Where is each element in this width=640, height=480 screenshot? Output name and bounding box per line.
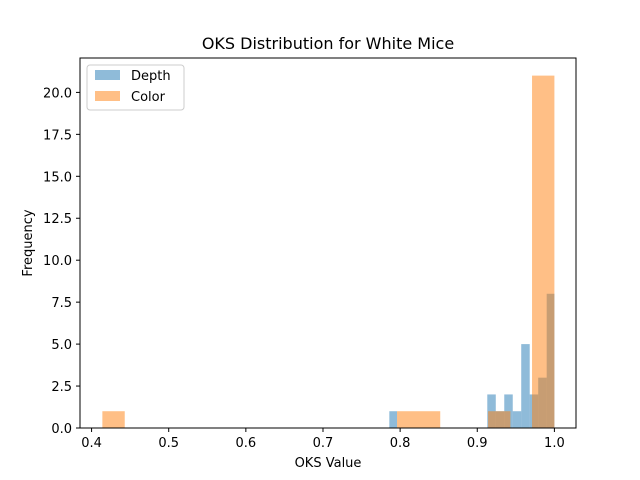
y-tick-label: 15.0 (43, 170, 72, 185)
plot-frame (79, 57, 577, 429)
x-axis-label: OKS Value (295, 456, 362, 471)
y-tick-label: 20.0 (43, 86, 72, 101)
y-tick-label: 10.0 (43, 254, 72, 269)
bars-layer (102, 75, 555, 428)
x-tick-label: 1.0 (544, 436, 565, 451)
legend-swatch-depth (95, 70, 120, 80)
color-bar-1 (397, 411, 441, 428)
y-tick-label: 7.5 (51, 296, 72, 311)
x-tick-label: 0.4 (81, 436, 102, 451)
color-bar-0 (102, 411, 125, 428)
depth-bar-0 (389, 411, 398, 428)
legend: Depth Color (86, 64, 185, 111)
legend-label-depth: Depth (131, 69, 171, 84)
chart-title: OKS Distribution for White Mice (202, 34, 454, 53)
y-tick-label: 2.5 (51, 380, 72, 395)
depth-bar-5 (521, 344, 530, 428)
x-tick-label: 0.8 (390, 436, 411, 451)
y-tick-label: 12.5 (43, 212, 72, 227)
legend-swatch-color (95, 91, 120, 101)
y-tick-label: 0.0 (51, 422, 72, 437)
y-tick-label: 17.5 (43, 128, 72, 143)
x-tick-label: 0.5 (158, 436, 179, 451)
color-bar-3 (532, 75, 555, 428)
color-bar-2 (488, 411, 511, 428)
y-axis-label: Frequency (21, 209, 36, 276)
y-axis-ticks: 0.0 2.5 5.0 7.5 10.0 12.5 15.0 17.5 20.0 (43, 86, 80, 437)
y-tick-label: 5.0 (51, 338, 72, 353)
x-axis-ticks: 0.4 0.5 0.6 0.7 0.8 0.9 1.0 (81, 428, 565, 451)
legend-label-color: Color (131, 90, 166, 105)
x-tick-label: 0.9 (467, 436, 488, 451)
depth-bar-4 (512, 411, 522, 428)
x-tick-label: 0.6 (236, 436, 257, 451)
x-tick-label: 0.7 (313, 436, 334, 451)
